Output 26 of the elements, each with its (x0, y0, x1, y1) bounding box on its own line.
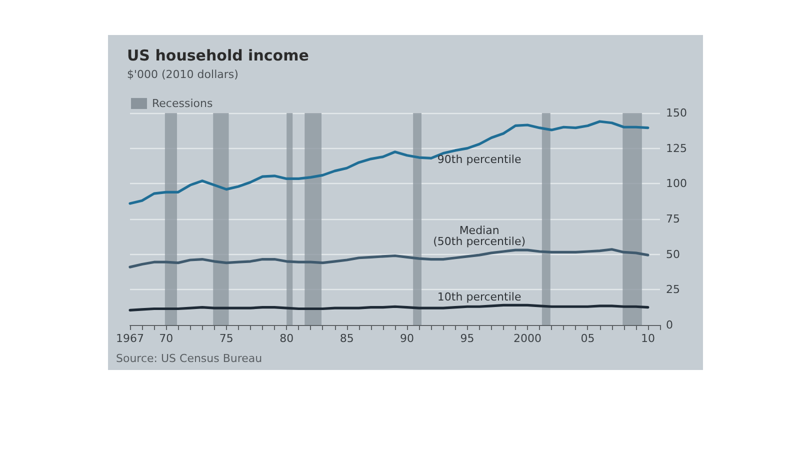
x-tick-label: 80 (280, 332, 294, 345)
x-tick-label: 75 (219, 332, 234, 345)
x-tick-label: 70 (159, 332, 174, 345)
x-tick-label: 10 (640, 332, 655, 345)
y-tick-label: 50 (666, 248, 680, 261)
series-label: 90th percentile (437, 153, 522, 166)
legend-label: Recessions (152, 97, 213, 110)
chart-subtitle: $'000 (2010 dollars) (127, 68, 238, 81)
line-series (128, 120, 650, 205)
line-series (128, 248, 650, 268)
y-tick-label: 150 (666, 106, 687, 120)
series-label: 10th percentile (437, 290, 522, 304)
source-note: Source: US Census Bureau (116, 352, 262, 365)
x-tick-label: 95 (460, 332, 474, 345)
series-label: Median (50th percentile) (433, 224, 526, 248)
chart-title: US household income (127, 46, 309, 64)
y-tick-label: 0 (666, 318, 673, 332)
x-tick-label: 90 (400, 332, 414, 345)
x-tick-label: 85 (340, 332, 354, 345)
y-tick-label: 100 (666, 177, 687, 190)
x-tick-label: 2000 (514, 332, 542, 345)
y-tick-label: 75 (666, 212, 680, 226)
x-tick-label: 05 (580, 332, 595, 345)
y-tick-label: 25 (666, 283, 680, 296)
y-tick-label: 125 (666, 142, 687, 155)
x-tick-label: 1967 (116, 332, 144, 345)
